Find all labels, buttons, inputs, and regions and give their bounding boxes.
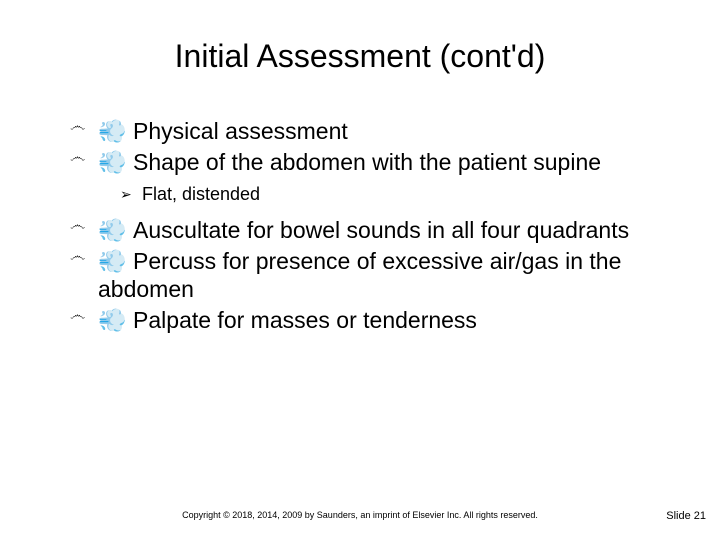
sub-list-item-text: Flat, distended: [142, 184, 260, 204]
sub-bullet-list: ➢ Flat, distended: [120, 183, 670, 206]
bullet-list: ෴ Physical assessment ෴ Shape of the abd…: [70, 117, 670, 335]
triangle-icon: ➢: [120, 185, 132, 203]
swirl-icon: ෴: [70, 249, 85, 265]
list-item: ෴ Physical assessment: [70, 117, 670, 146]
slide-content: ෴ Physical assessment ෴ Shape of the abd…: [40, 117, 680, 335]
swirl-icon: ෴: [70, 150, 85, 166]
list-item: ෴ Shape of the abdomen with the patient …: [70, 148, 670, 206]
list-item: ෴ Auscultate for bowel sounds in all fou…: [70, 216, 670, 245]
list-item: ෴ Percuss for presence of excessive air/…: [70, 247, 670, 305]
swirl-icon: ෴: [70, 119, 85, 135]
slide: Initial Assessment (cont'd) ෴ Physical a…: [0, 0, 720, 540]
list-item-text: Percuss for presence of excessive air/ga…: [98, 248, 621, 303]
copyright-footer: Copyright © 2018, 2014, 2009 by Saunders…: [0, 510, 720, 520]
list-item-text: Auscultate for bowel sounds in all four …: [133, 217, 629, 243]
slide-title: Initial Assessment (cont'd): [40, 38, 680, 75]
list-item-text: Physical assessment: [133, 118, 348, 144]
swirl-icon: ෴: [70, 308, 85, 324]
slide-number: Slide 21: [666, 510, 706, 522]
list-item-text: Palpate for masses or tenderness: [133, 307, 477, 333]
list-item: ෴ Palpate for masses or tenderness: [70, 306, 670, 335]
list-item-text: Shape of the abdomen with the patient su…: [133, 149, 601, 175]
swirl-icon: ෴: [70, 218, 85, 234]
sub-list-item: ➢ Flat, distended: [120, 183, 670, 206]
